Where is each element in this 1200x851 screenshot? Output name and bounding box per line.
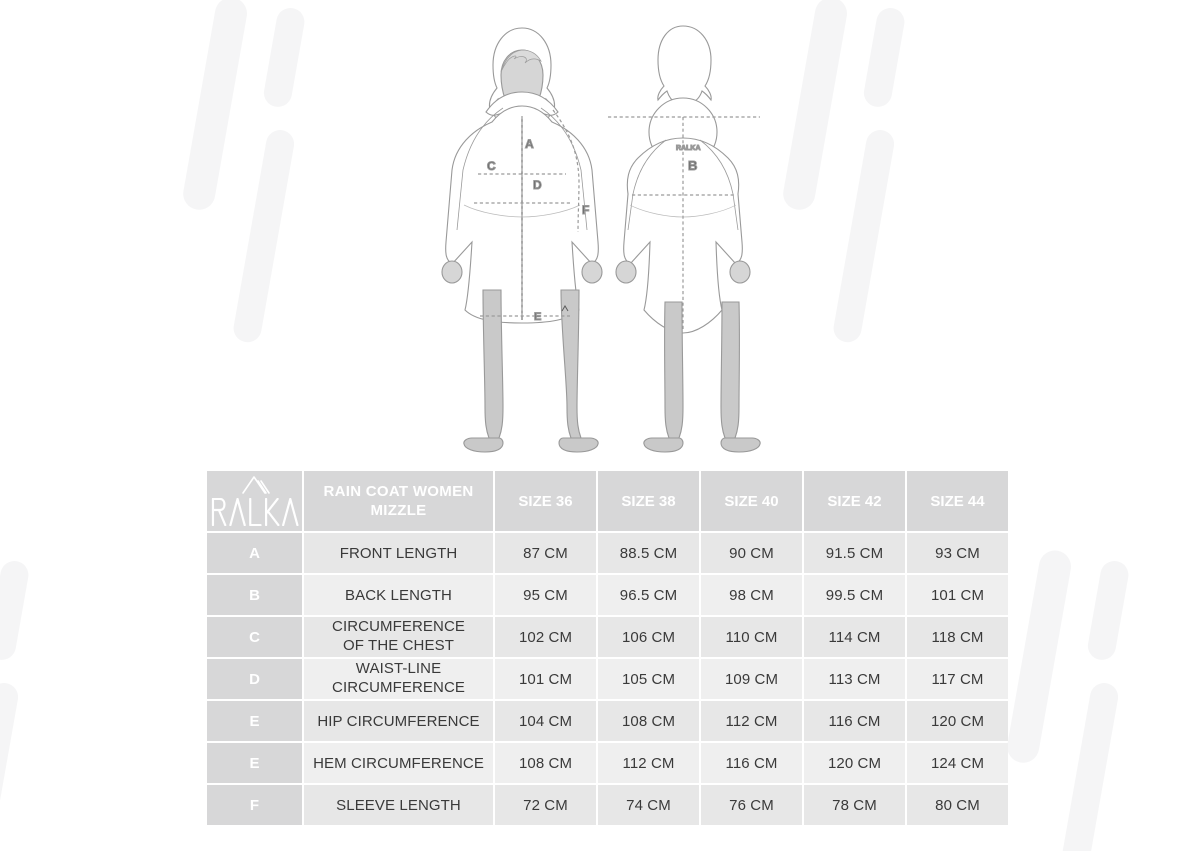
svg-text:F: F bbox=[582, 203, 589, 217]
svg-text:A: A bbox=[525, 137, 534, 151]
svg-text:E: E bbox=[534, 311, 541, 323]
svg-text:D: D bbox=[533, 178, 542, 192]
svg-text:B: B bbox=[688, 158, 697, 173]
svg-text:RALKA: RALKA bbox=[676, 145, 701, 152]
svg-text:C: C bbox=[487, 159, 496, 173]
